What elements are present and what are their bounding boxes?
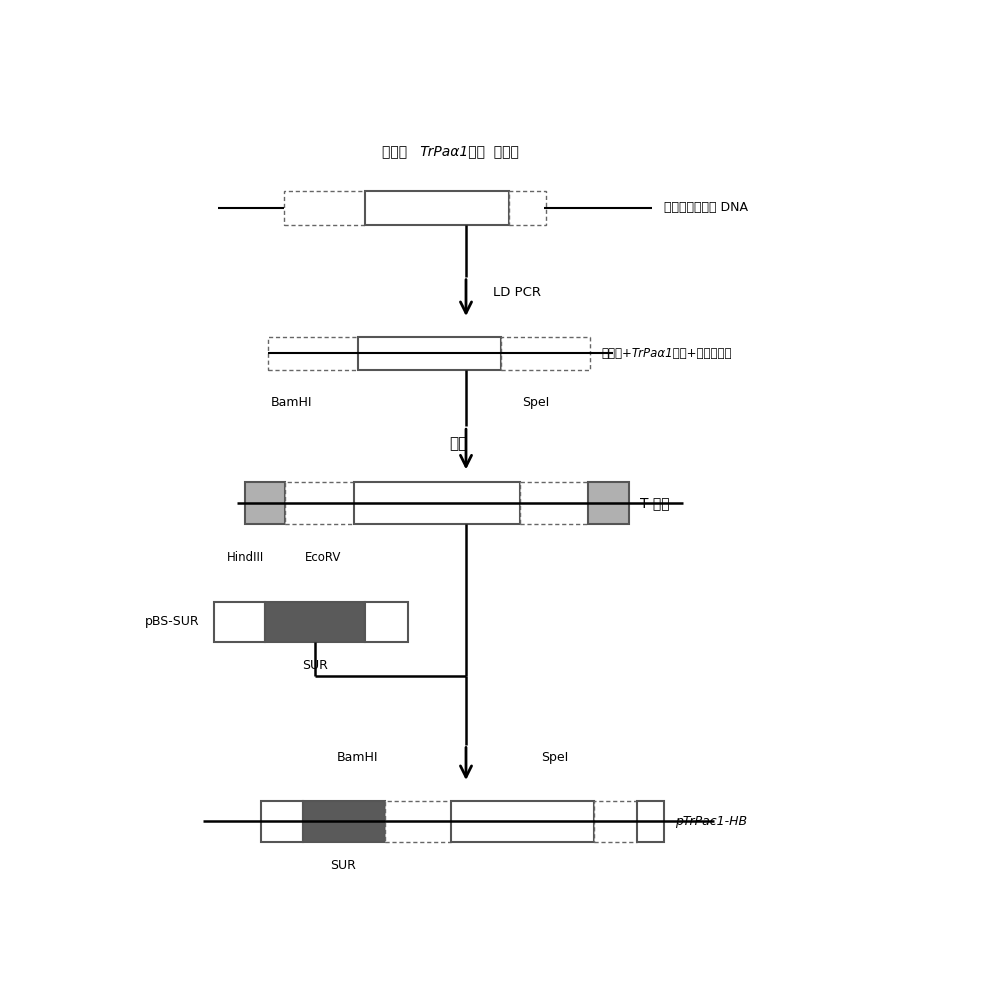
Bar: [365, 602, 408, 641]
Bar: [501, 337, 590, 371]
Bar: [303, 801, 385, 842]
Text: LD PCR: LD PCR: [493, 286, 541, 299]
Text: SUR: SUR: [302, 658, 328, 671]
Text: pTrPac1-HB: pTrPac1-HB: [675, 815, 747, 828]
Text: 启动子+TrPaα1基因+终止子全长: 启动子+TrPaα1基因+终止子全长: [602, 347, 732, 360]
Bar: [284, 191, 365, 224]
Text: HindIII: HindIII: [226, 552, 264, 565]
Text: SUR: SUR: [331, 859, 356, 872]
Bar: [358, 337, 501, 371]
Bar: [365, 191, 509, 224]
Text: 连接: 连接: [449, 436, 467, 451]
Bar: [214, 602, 264, 641]
Bar: [261, 801, 303, 842]
Bar: [385, 801, 450, 842]
Text: T 载体: T 载体: [640, 496, 670, 510]
Text: 里氏木霉基因组 DNA: 里氏木霉基因组 DNA: [664, 201, 748, 214]
Bar: [588, 482, 629, 524]
Text: BamHI: BamHI: [271, 395, 312, 408]
Text: pBS-SUR: pBS-SUR: [144, 616, 199, 628]
Bar: [509, 191, 546, 224]
Bar: [285, 482, 354, 524]
Text: EcoRV: EcoRV: [304, 552, 341, 565]
Bar: [268, 337, 358, 371]
Bar: [637, 801, 664, 842]
Text: SpeI: SpeI: [522, 395, 549, 408]
Text: SpeI: SpeI: [542, 751, 569, 764]
Text: BamHI: BamHI: [337, 751, 378, 764]
Bar: [245, 482, 285, 524]
Bar: [354, 482, 520, 524]
Bar: [594, 801, 637, 842]
Bar: [264, 602, 365, 641]
Text: 启动子   TrPaα1基因  终止子: 启动子 TrPaα1基因 终止子: [382, 143, 519, 158]
Bar: [520, 482, 588, 524]
Bar: [450, 801, 594, 842]
